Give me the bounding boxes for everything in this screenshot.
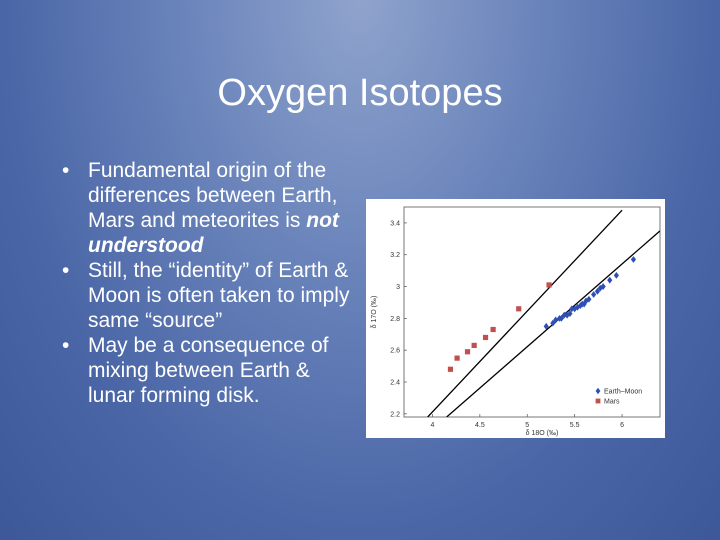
y-tick-label: 2.8 xyxy=(390,316,400,323)
bullet-item: Still, the “identity” of Earth & Moon is… xyxy=(60,258,360,333)
x-tick-label: 4 xyxy=(430,422,434,429)
data-point-mars xyxy=(454,355,460,361)
y-axis-label-text: δ 17O (‰) xyxy=(371,296,378,329)
data-point-mars xyxy=(471,342,477,349)
data-point-mars xyxy=(464,349,471,355)
data-point-earth-moon xyxy=(597,284,603,292)
data-point-mars xyxy=(490,326,496,333)
bullet-text: Fundamental origin of the differences be… xyxy=(88,159,338,232)
data-point-mars xyxy=(516,306,522,312)
x-tick-label: 5.5 xyxy=(570,422,580,429)
bullet-item: Fundamental origin of the differences be… xyxy=(60,158,360,258)
y-tick-label: 2.6 xyxy=(390,348,400,355)
x-axis-label-text: δ 18O (‰) xyxy=(526,430,559,437)
data-point-earth-moon xyxy=(630,256,637,263)
y-tick-label: 3 xyxy=(396,284,400,291)
data-point-earth-moon xyxy=(594,287,601,295)
data-point-earth-moon xyxy=(550,319,556,327)
data-point-earth-moon xyxy=(543,322,549,330)
x-axis-label: δ 18O (‰) xyxy=(526,430,559,437)
x-tick-label: 5 xyxy=(525,422,529,429)
y-tick-label: 2.4 xyxy=(390,380,400,387)
data-point-earth-moon xyxy=(567,310,573,317)
bullet-item: May be a consequence of mixing between E… xyxy=(60,333,360,408)
y-tick-label: 3.2 xyxy=(390,252,400,259)
data-point-earth-moon xyxy=(613,272,619,279)
data-point-earth-moon xyxy=(581,300,587,308)
fit-line xyxy=(427,209,623,417)
series-mars xyxy=(447,282,552,372)
plot-legend: Earth–Moon Mars xyxy=(595,387,642,406)
bullet-emphasis: not understood xyxy=(88,209,339,257)
bullet-text: Still, the “identity” of Earth & Moon is… xyxy=(88,259,350,332)
legend-label: Mars xyxy=(604,399,620,406)
legend-marker-mars xyxy=(595,398,601,404)
bullet-list: Fundamental origin of the differences be… xyxy=(60,158,360,408)
data-point-earth-moon xyxy=(553,316,559,324)
legend-label: Earth–Moon xyxy=(604,389,642,396)
slide-title: Oxygen Isotopes xyxy=(217,72,503,114)
y-tick-label: 3.4 xyxy=(390,220,400,227)
bullet-text: May be a consequence of mixing between E… xyxy=(88,334,329,407)
y-tick-label: 2.2 xyxy=(390,411,400,418)
isotope-scatter-plot: δ 17O (‰) δ 18O (‰) 4 4.5 5 5.5 6 2.2 2.4 2.6 2.… xyxy=(371,206,661,437)
x-tick-label: 6 xyxy=(620,422,624,429)
data-point-earth-moon xyxy=(569,305,575,313)
data-point-earth-moon xyxy=(607,276,613,284)
data-point-mars xyxy=(482,334,489,341)
data-point-mars xyxy=(546,282,552,288)
plot-frame xyxy=(403,206,661,418)
x-tick-label: 4.5 xyxy=(475,422,485,429)
legend-marker-earth-moon xyxy=(595,387,601,395)
y-axis-label: δ 17O (‰) xyxy=(371,296,378,329)
isotope-plot-figure: δ 17O (‰) δ 18O (‰) 4 4.5 5 5.5 6 2.2 2.4 2.6 2.… xyxy=(366,199,665,438)
data-point-mars xyxy=(447,366,454,372)
data-point-earth-moon xyxy=(600,283,606,290)
data-point-earth-moon xyxy=(564,311,570,319)
